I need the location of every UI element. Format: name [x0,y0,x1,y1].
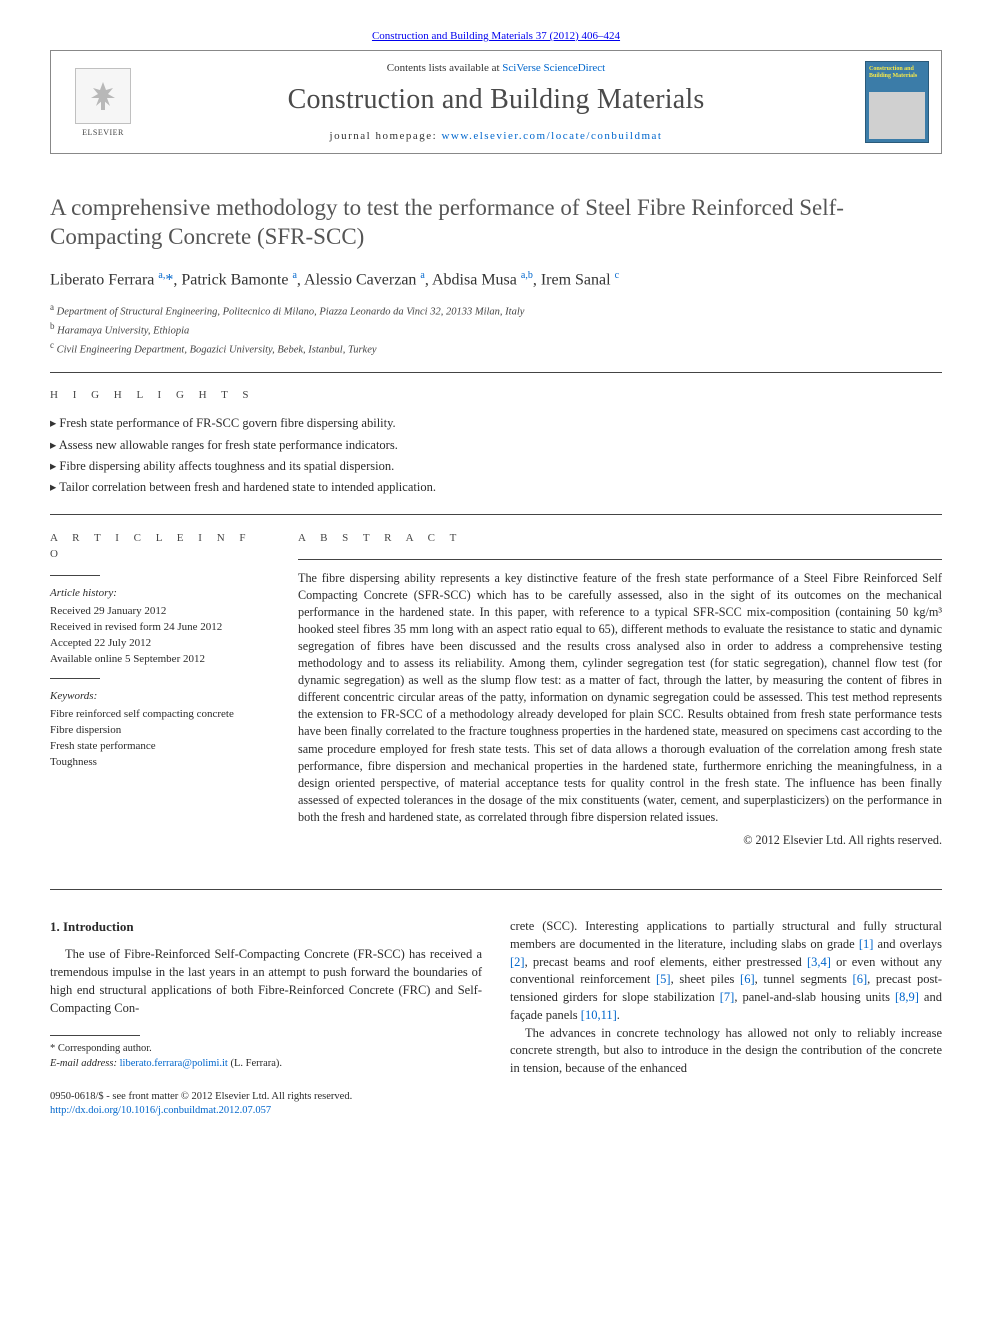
right-column: crete (SCC). Interesting applications to… [510,918,942,1118]
intro-paragraph-3: The advances in concrete technology has … [510,1025,942,1078]
article-info-label: A R T I C L E I N F O [50,531,270,563]
article-history-heading: Article history: [50,586,270,602]
short-divider [50,678,100,679]
elsevier-tree-logo [75,68,131,124]
homepage-prefix: journal homepage: [330,130,442,142]
cover-image-placeholder [869,92,925,139]
abstract-text: The fibre dispersing ability represents … [298,570,942,826]
publisher-name: ELSEVIER [82,128,124,137]
affiliations: a Department of Structural Engineering, … [50,301,942,359]
affiliation-a: a Department of Structural Engineering, … [50,301,942,320]
divider [50,514,942,515]
keyword: Toughness [50,755,270,771]
keyword: Fibre dispersion [50,723,270,739]
intro-paragraph-2: crete (SCC). Interesting applications to… [510,918,942,1025]
corresponding-author-note: * Corresponding author. [50,1042,482,1057]
affiliation-b: b Haramaya University, Ethiopia [50,320,942,339]
left-column: 1. Introduction The use of Fibre-Reinfor… [50,918,482,1118]
article-info: A R T I C L E I N F O Article history: R… [50,531,270,849]
masthead-center: Contents lists available at SciVerse Sci… [143,62,849,142]
contents-available-line: Contents lists available at SciVerse Sci… [143,62,849,74]
history-revised: Received in revised form 24 June 2012 [50,620,270,636]
keyword: Fibre reinforced self compacting concret… [50,707,270,723]
email-suffix: (L. Ferrara). [228,1058,282,1069]
divider [50,889,942,890]
email-line: E-mail address: liberato.ferrara@polimi.… [50,1057,482,1072]
header-citation-link[interactable]: Construction and Building Materials 37 (… [372,30,620,42]
section-heading-introduction: 1. Introduction [50,918,482,936]
abstract-copyright: © 2012 Elsevier Ltd. All rights reserved… [298,832,942,849]
highlight-item: Assess new allowable ranges for fresh st… [50,435,942,456]
journal-cover-thumbnail: Construction and Building Materials [865,61,929,143]
short-divider [50,575,100,576]
keyword: Fresh state performance [50,739,270,755]
journal-homepage-line: journal homepage: www.elsevier.com/locat… [143,130,849,142]
sciencedirect-link[interactable]: SciVerse ScienceDirect [502,62,605,74]
issn-line: 0950-0618/$ - see front matter © 2012 El… [50,1090,482,1104]
abstract: A B S T R A C T The fibre dispersing abi… [298,531,942,849]
highlights-list: Fresh state performance of FR-SCC govern… [50,413,942,498]
journal-name: Construction and Building Materials [143,84,849,116]
highlights-label: H I G H L I G H T S [50,389,942,401]
abstract-label: A B S T R A C T [298,531,942,546]
author-list: Liberato Ferrara a,*, Patrick Bamonte a,… [50,270,942,289]
history-accepted: Accepted 22 July 2012 [50,636,270,652]
intro-paragraph-1: The use of Fibre-Reinforced Self-Compact… [50,946,482,1017]
divider [50,372,942,373]
highlight-item: Fresh state performance of FR-SCC govern… [50,413,942,434]
footnote-divider [50,1035,140,1036]
history-received: Received 29 January 2012 [50,604,270,620]
cover-title-text: Construction and Building Materials [869,66,925,80]
journal-homepage-link[interactable]: www.elsevier.com/locate/conbuildmat [441,130,662,142]
journal-masthead: ELSEVIER Contents lists available at Sci… [50,50,942,154]
issn-doi-block: 0950-0618/$ - see front matter © 2012 El… [50,1090,482,1118]
cover-block: Construction and Building Materials [849,61,929,143]
info-abstract-row: A R T I C L E I N F O Article history: R… [50,531,942,849]
keywords-heading: Keywords: [50,689,270,705]
affiliation-c: c Civil Engineering Department, Bogazici… [50,339,942,358]
highlight-item: Tailor correlation between fresh and har… [50,477,942,498]
header-citation: Construction and Building Materials 37 (… [50,30,942,42]
divider [298,559,942,560]
history-online: Available online 5 September 2012 [50,652,270,668]
doi-link[interactable]: http://dx.doi.org/10.1016/j.conbuildmat.… [50,1105,271,1116]
body-two-column: 1. Introduction The use of Fibre-Reinfor… [50,918,942,1118]
contents-prefix: Contents lists available at [387,62,502,74]
publisher-block: ELSEVIER [63,68,143,137]
email-label: E-mail address: [50,1058,120,1069]
highlight-item: Fibre dispersing ability affects toughne… [50,456,942,477]
corresponding-email-link[interactable]: liberato.ferrara@polimi.it [120,1058,228,1069]
article-title: A comprehensive methodology to test the … [50,194,942,252]
footnotes: * Corresponding author. E-mail address: … [50,1042,482,1071]
